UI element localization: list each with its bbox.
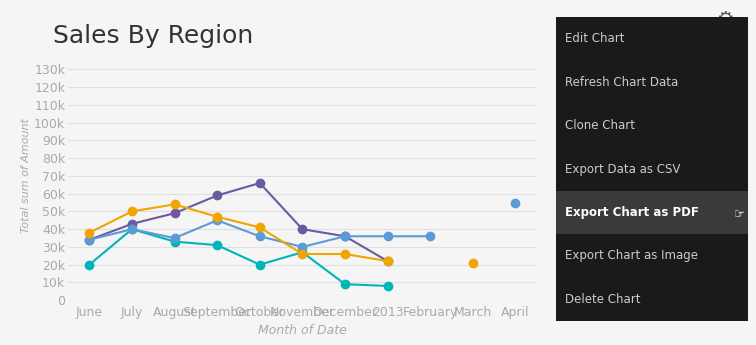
Text: Export Chart as PDF: Export Chart as PDF <box>565 206 699 219</box>
Text: Delete Chart: Delete Chart <box>565 293 640 306</box>
X-axis label: Month of Date: Month of Date <box>258 324 347 337</box>
Text: Clone Chart: Clone Chart <box>565 119 635 132</box>
Text: ⚙: ⚙ <box>716 10 733 29</box>
Text: Refresh Chart Data: Refresh Chart Data <box>565 76 678 89</box>
Text: Export Data as CSV: Export Data as CSV <box>565 162 680 176</box>
Text: Edit Chart: Edit Chart <box>565 32 624 46</box>
Text: ☞: ☞ <box>733 208 745 221</box>
Text: Sales By Region: Sales By Region <box>53 24 253 48</box>
Y-axis label: Total sum of Amount: Total sum of Amount <box>21 119 31 233</box>
Text: Export Chart as Image: Export Chart as Image <box>565 249 698 262</box>
